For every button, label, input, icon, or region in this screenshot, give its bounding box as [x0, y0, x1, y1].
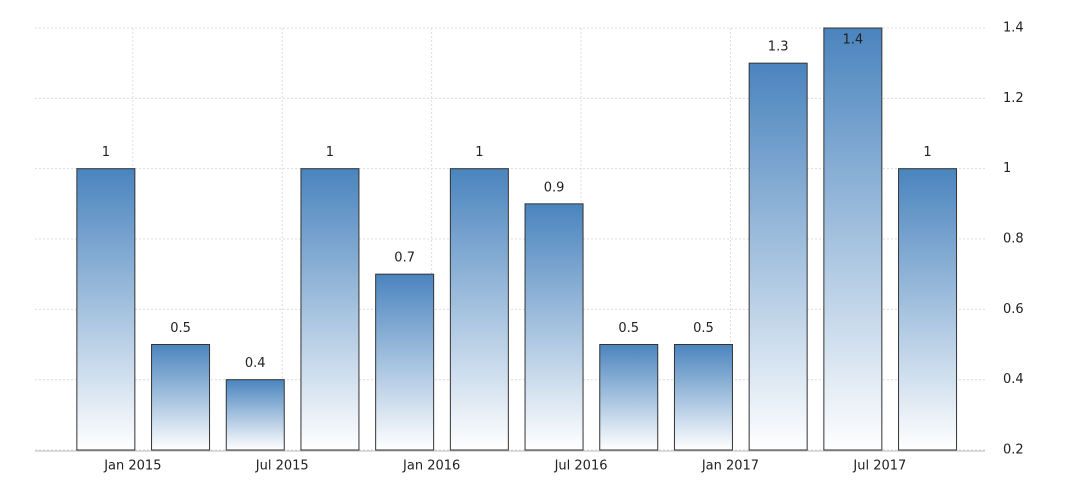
- bar: [76, 168, 136, 451]
- data-label: 0.5: [170, 321, 191, 336]
- bar: [524, 203, 584, 451]
- bar: [375, 273, 435, 451]
- bar: [300, 168, 360, 451]
- data-label: 0.5: [693, 321, 714, 336]
- data-label: 1.4: [843, 33, 864, 48]
- bar: [225, 379, 285, 451]
- y-tick-label: 0.6: [1003, 302, 1024, 317]
- data-label: 1: [923, 145, 931, 160]
- x-tick-label: Jul 2015: [255, 459, 309, 474]
- bar: [748, 62, 808, 451]
- y-tick-label: 1.4: [1003, 21, 1024, 36]
- y-tick-label: 1: [1003, 161, 1011, 176]
- y-tick-label: 1.2: [1003, 91, 1024, 106]
- data-label: 1: [475, 145, 483, 160]
- bar: [449, 168, 509, 451]
- data-label: 1: [326, 145, 334, 160]
- data-label: 1.3: [768, 40, 789, 55]
- data-label: 0.9: [544, 180, 565, 195]
- bar: [673, 344, 733, 451]
- bar: [823, 27, 883, 451]
- y-tick-label: 0.2: [1003, 443, 1024, 458]
- y-tick-label: 0.4: [1003, 372, 1024, 387]
- x-tick-label: Jul 2016: [554, 459, 608, 474]
- data-label: 0.5: [618, 321, 639, 336]
- x-tick-label: Jan 2016: [402, 459, 460, 474]
- data-label: 0.7: [394, 251, 415, 266]
- y-tick-label: 0.8: [1003, 232, 1024, 247]
- x-tick-label: Jul 2017: [852, 459, 906, 474]
- data-label: 0.4: [245, 356, 266, 371]
- data-label: 1: [102, 145, 110, 160]
- x-tick-label: Jan 2017: [701, 459, 759, 474]
- x-tick-label: Jan 2015: [103, 459, 161, 474]
- bar: [151, 344, 211, 451]
- bar: [599, 344, 659, 451]
- bar: [898, 168, 958, 451]
